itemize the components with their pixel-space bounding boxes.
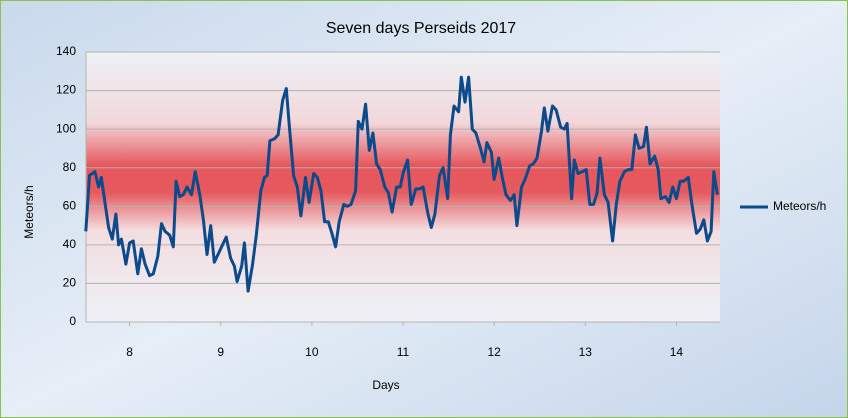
x-tick-label: 13 xyxy=(579,345,593,359)
y-tick-label: 80 xyxy=(63,160,77,174)
y-axis-label: Meteors/h xyxy=(22,185,36,238)
x-tick-label: 8 xyxy=(126,345,133,359)
x-tick-label: 9 xyxy=(217,345,224,359)
y-tick-label: 100 xyxy=(56,121,76,135)
x-tick-label: 10 xyxy=(305,345,319,359)
plot-area xyxy=(86,52,720,322)
x-tick-label: 11 xyxy=(397,345,410,359)
y-tick-label: 0 xyxy=(69,314,76,328)
y-tick-label: 40 xyxy=(63,237,77,251)
y-tick-label: 20 xyxy=(63,276,77,290)
x-axis-label: Days xyxy=(372,378,399,392)
chart-title: Seven days Perseids 2017 xyxy=(326,20,516,37)
y-tick-label: 140 xyxy=(56,44,76,58)
x-tick-label: 14 xyxy=(670,345,684,359)
y-tick-label: 60 xyxy=(63,198,77,212)
x-tick-label: 12 xyxy=(487,345,501,359)
legend-label: Meteors/h xyxy=(773,199,826,213)
series-line xyxy=(84,75,719,293)
y-tick-label: 120 xyxy=(56,83,76,97)
